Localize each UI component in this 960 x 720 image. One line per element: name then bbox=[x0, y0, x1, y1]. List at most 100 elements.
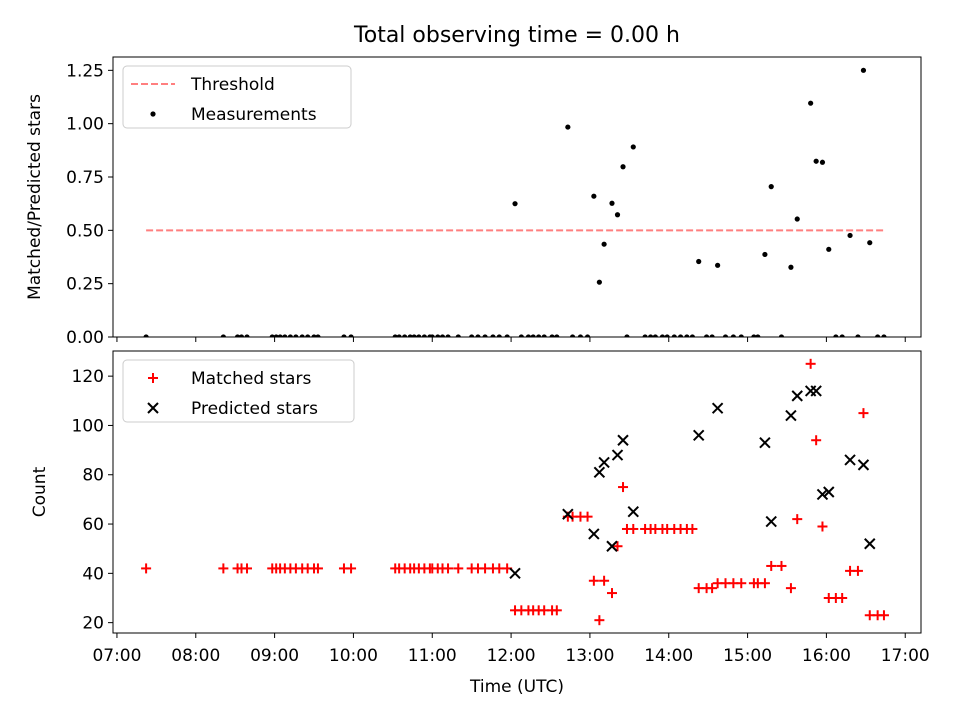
matched-star-point bbox=[785, 583, 796, 594]
measurement-point bbox=[293, 334, 299, 337]
matched-star-point bbox=[612, 541, 623, 552]
matched-star-point bbox=[766, 560, 777, 571]
measurement-point bbox=[642, 334, 648, 337]
measurement-point bbox=[541, 334, 547, 337]
measurement-point bbox=[609, 200, 615, 206]
predicted-star-point bbox=[617, 434, 629, 446]
matched-star-point bbox=[218, 563, 229, 574]
y-axis-label: Count bbox=[30, 466, 50, 517]
measurement-point bbox=[305, 334, 311, 337]
y-tick-label: 0.00 bbox=[66, 328, 104, 348]
matched-star-point bbox=[582, 511, 593, 522]
predicted-star-point bbox=[804, 385, 817, 397]
measurement-point bbox=[881, 334, 887, 337]
measurement-point bbox=[751, 334, 757, 337]
matched-star-point bbox=[707, 583, 718, 594]
legend-label: Predicted stars bbox=[191, 399, 318, 419]
matched-star-point bbox=[776, 560, 787, 571]
measurement-point bbox=[584, 334, 591, 337]
matched-star-point bbox=[606, 588, 617, 599]
measurement-point bbox=[407, 334, 413, 337]
y-tick-label: 1.00 bbox=[66, 115, 104, 135]
predicted-star-point bbox=[611, 449, 624, 461]
x-tick-label: 17:00 bbox=[881, 646, 930, 666]
measurement-point bbox=[788, 264, 794, 270]
measurement-point bbox=[624, 334, 630, 337]
measurement-point bbox=[269, 334, 275, 337]
measurement-point bbox=[554, 334, 560, 337]
x-axis-label: Time (UTC) bbox=[469, 677, 564, 697]
measurement-point bbox=[475, 334, 481, 337]
predicted-star-point bbox=[785, 409, 797, 422]
measurement-point bbox=[875, 334, 881, 337]
matched-star-point bbox=[312, 563, 323, 574]
measurement-point bbox=[652, 334, 658, 337]
axes-frame bbox=[112, 350, 922, 634]
measurement-point bbox=[659, 334, 666, 337]
measurement-point bbox=[696, 258, 702, 265]
measurement-point bbox=[504, 334, 510, 337]
y-tick-label: 60 bbox=[82, 515, 104, 535]
matched-star-point bbox=[858, 408, 869, 419]
matched-star-point bbox=[837, 592, 848, 603]
predicted-star-point bbox=[810, 385, 822, 397]
measurement-point bbox=[755, 334, 761, 337]
measurement-point bbox=[664, 334, 670, 337]
measurement-point bbox=[813, 158, 819, 164]
measurement-point bbox=[238, 334, 245, 337]
measurement-point bbox=[847, 232, 853, 239]
measurement-point bbox=[536, 334, 542, 337]
measurement-point bbox=[530, 334, 536, 337]
measurement-point bbox=[689, 334, 695, 337]
x-tick-label: 08:00 bbox=[171, 646, 220, 666]
measurement-point bbox=[819, 159, 826, 165]
predicted-star-point bbox=[509, 567, 521, 580]
measurement-point bbox=[768, 184, 774, 190]
matched-star-point bbox=[792, 514, 803, 525]
y-axis-label: Matched/Predicted stars bbox=[25, 94, 45, 300]
measurement-point bbox=[671, 334, 677, 337]
y-tick-label: 20 bbox=[82, 614, 104, 634]
measurement-point bbox=[549, 334, 555, 337]
matched-star-point bbox=[242, 563, 253, 574]
measurement-point bbox=[512, 201, 518, 207]
y-tick-label: 1.25 bbox=[66, 61, 104, 81]
matched-star-point bbox=[878, 610, 889, 621]
x-tick-label: 14:00 bbox=[644, 646, 693, 666]
measurement-point bbox=[630, 144, 636, 150]
measurement-point bbox=[867, 240, 873, 246]
legend-box bbox=[122, 65, 352, 129]
matched-star-point bbox=[759, 578, 770, 589]
measurement-point bbox=[794, 216, 800, 222]
matched-star-point bbox=[599, 575, 610, 586]
measurement-point bbox=[234, 334, 241, 337]
measurement-point bbox=[299, 334, 305, 337]
plot-area bbox=[143, 67, 887, 337]
predicted-star-point bbox=[627, 506, 639, 518]
y-tick-label: 0.75 bbox=[66, 168, 104, 188]
y-tick-label: 0.50 bbox=[66, 221, 104, 241]
axes-frame bbox=[112, 56, 922, 338]
matched-star-point bbox=[148, 373, 158, 383]
measurement-point bbox=[311, 334, 317, 337]
measurement-point bbox=[826, 246, 832, 252]
matched-star-point bbox=[443, 563, 454, 574]
predicted-star-point bbox=[692, 429, 705, 442]
measurement-point bbox=[416, 334, 422, 337]
measurement-point bbox=[722, 334, 729, 337]
measurement-point bbox=[150, 111, 156, 117]
measurement-point bbox=[684, 334, 690, 337]
x-tick-label: 07:00 bbox=[92, 646, 141, 666]
measurement-point bbox=[577, 334, 584, 337]
measurement-point bbox=[839, 334, 845, 337]
matched-star-point bbox=[628, 523, 639, 534]
measurement-point bbox=[677, 334, 684, 337]
matched-star-point bbox=[618, 482, 629, 493]
predicted-star-point bbox=[588, 528, 600, 540]
measurement-point bbox=[469, 334, 475, 337]
top-panel-ratio: 0.00 0.25 0.50 0.75 1.00 1.25 Matched/Predicte… bbox=[25, 56, 922, 348]
measurement-point bbox=[421, 334, 427, 337]
predicted-star-point bbox=[857, 459, 870, 471]
measurement-point bbox=[496, 334, 502, 337]
measurement-point bbox=[518, 334, 524, 337]
